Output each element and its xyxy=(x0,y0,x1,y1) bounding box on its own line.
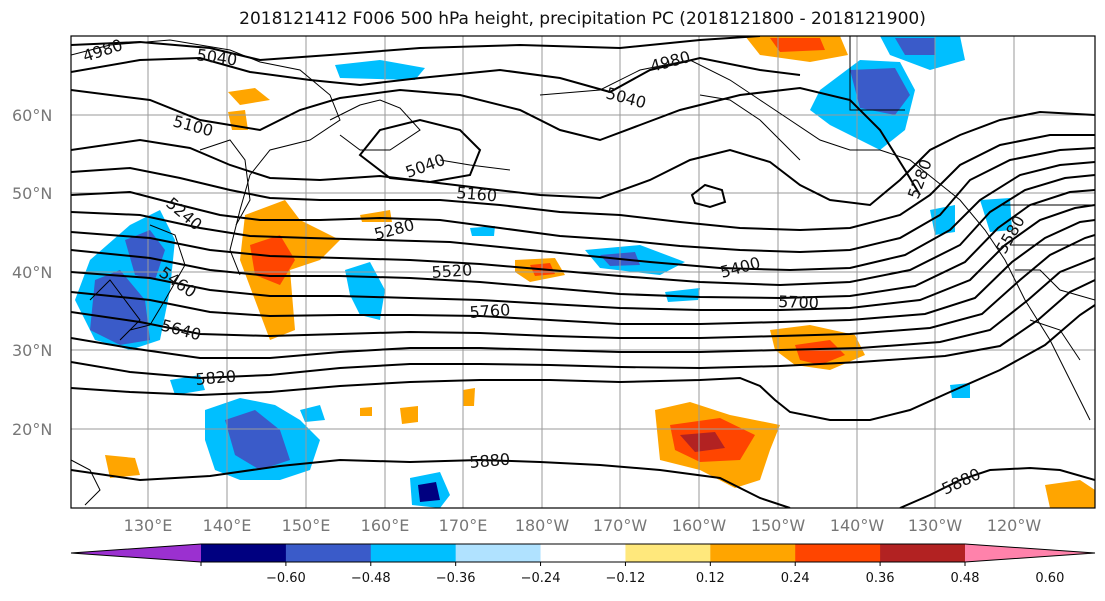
lon-label: 140°W xyxy=(830,516,885,535)
colorbar-tick-label: −0.48 xyxy=(351,571,391,586)
lon-label: 140°E xyxy=(203,516,252,535)
colorbar-segment xyxy=(285,544,372,562)
colorbar-extend-low xyxy=(71,544,201,562)
lon-label: 170°E xyxy=(439,516,488,535)
colorbar-tick-label: −0.36 xyxy=(436,571,476,586)
colorbar-tick-label: 0.48 xyxy=(951,571,980,586)
height-contours xyxy=(71,36,1095,508)
colorbar-tick-label: −0.12 xyxy=(606,571,646,586)
lon-label: 160°E xyxy=(361,516,410,535)
contour-label: 5700 xyxy=(778,292,819,312)
lon-label: 160°W xyxy=(672,516,727,535)
colorbar-segment xyxy=(880,544,966,562)
colorbar-segment xyxy=(540,544,626,562)
colorbar-tick-label: −0.60 xyxy=(266,571,306,586)
colorbar: −0.60 −0.48 −0.36 −0.24 −0.12 0.12 0.24 0.36 0.4… xyxy=(70,543,1096,586)
colorbar-segment xyxy=(795,544,881,562)
colorbar-extend-high xyxy=(965,544,1095,562)
map-title: 2018121412 F006 500 hPa height, precipit… xyxy=(239,9,926,29)
lat-label: 60°N xyxy=(12,106,52,125)
lon-label: 180°W xyxy=(515,516,570,535)
colorbar-tick-label: 0.24 xyxy=(781,571,810,586)
lon-label: 120°W xyxy=(987,516,1042,535)
colorbar-segment xyxy=(455,544,542,562)
colorbar-segment xyxy=(710,544,796,562)
lat-label: 30°N xyxy=(12,341,52,360)
lat-label: 50°N xyxy=(12,184,52,203)
contour-label: 5520 xyxy=(431,260,473,282)
lon-label: 130°W xyxy=(908,516,963,535)
colorbar-segment xyxy=(201,544,287,562)
lon-label: 150°E xyxy=(282,516,331,535)
longitude-labels: 130°E 140°E 150°E 160°E 170°E 180°W 170°… xyxy=(124,516,1042,535)
map-frame xyxy=(70,35,1096,509)
colorbar-tick-label: 0.60 xyxy=(1035,571,1064,586)
lon-label: 130°E xyxy=(124,516,173,535)
lon-label: 150°W xyxy=(751,516,806,535)
contour-label: 5820 xyxy=(195,367,237,389)
precip-shading xyxy=(75,36,1095,508)
colorbar-segment xyxy=(625,544,711,562)
contour-label: 5760 xyxy=(469,300,511,322)
contour-label: 5880 xyxy=(469,450,511,472)
lat-label: 40°N xyxy=(12,263,52,282)
contour-label: 5160 xyxy=(456,183,498,205)
colorbar-tick-label: 0.12 xyxy=(696,571,725,586)
latitude-labels: 60°N 50°N 40°N 30°N 20°N xyxy=(12,106,52,439)
colorbar-tick-label: −0.24 xyxy=(521,571,561,586)
lat-label: 20°N xyxy=(12,420,52,439)
colorbar-tick-label: 0.36 xyxy=(866,571,895,586)
lon-label: 170°W xyxy=(593,516,648,535)
colorbar-segment xyxy=(370,544,457,562)
